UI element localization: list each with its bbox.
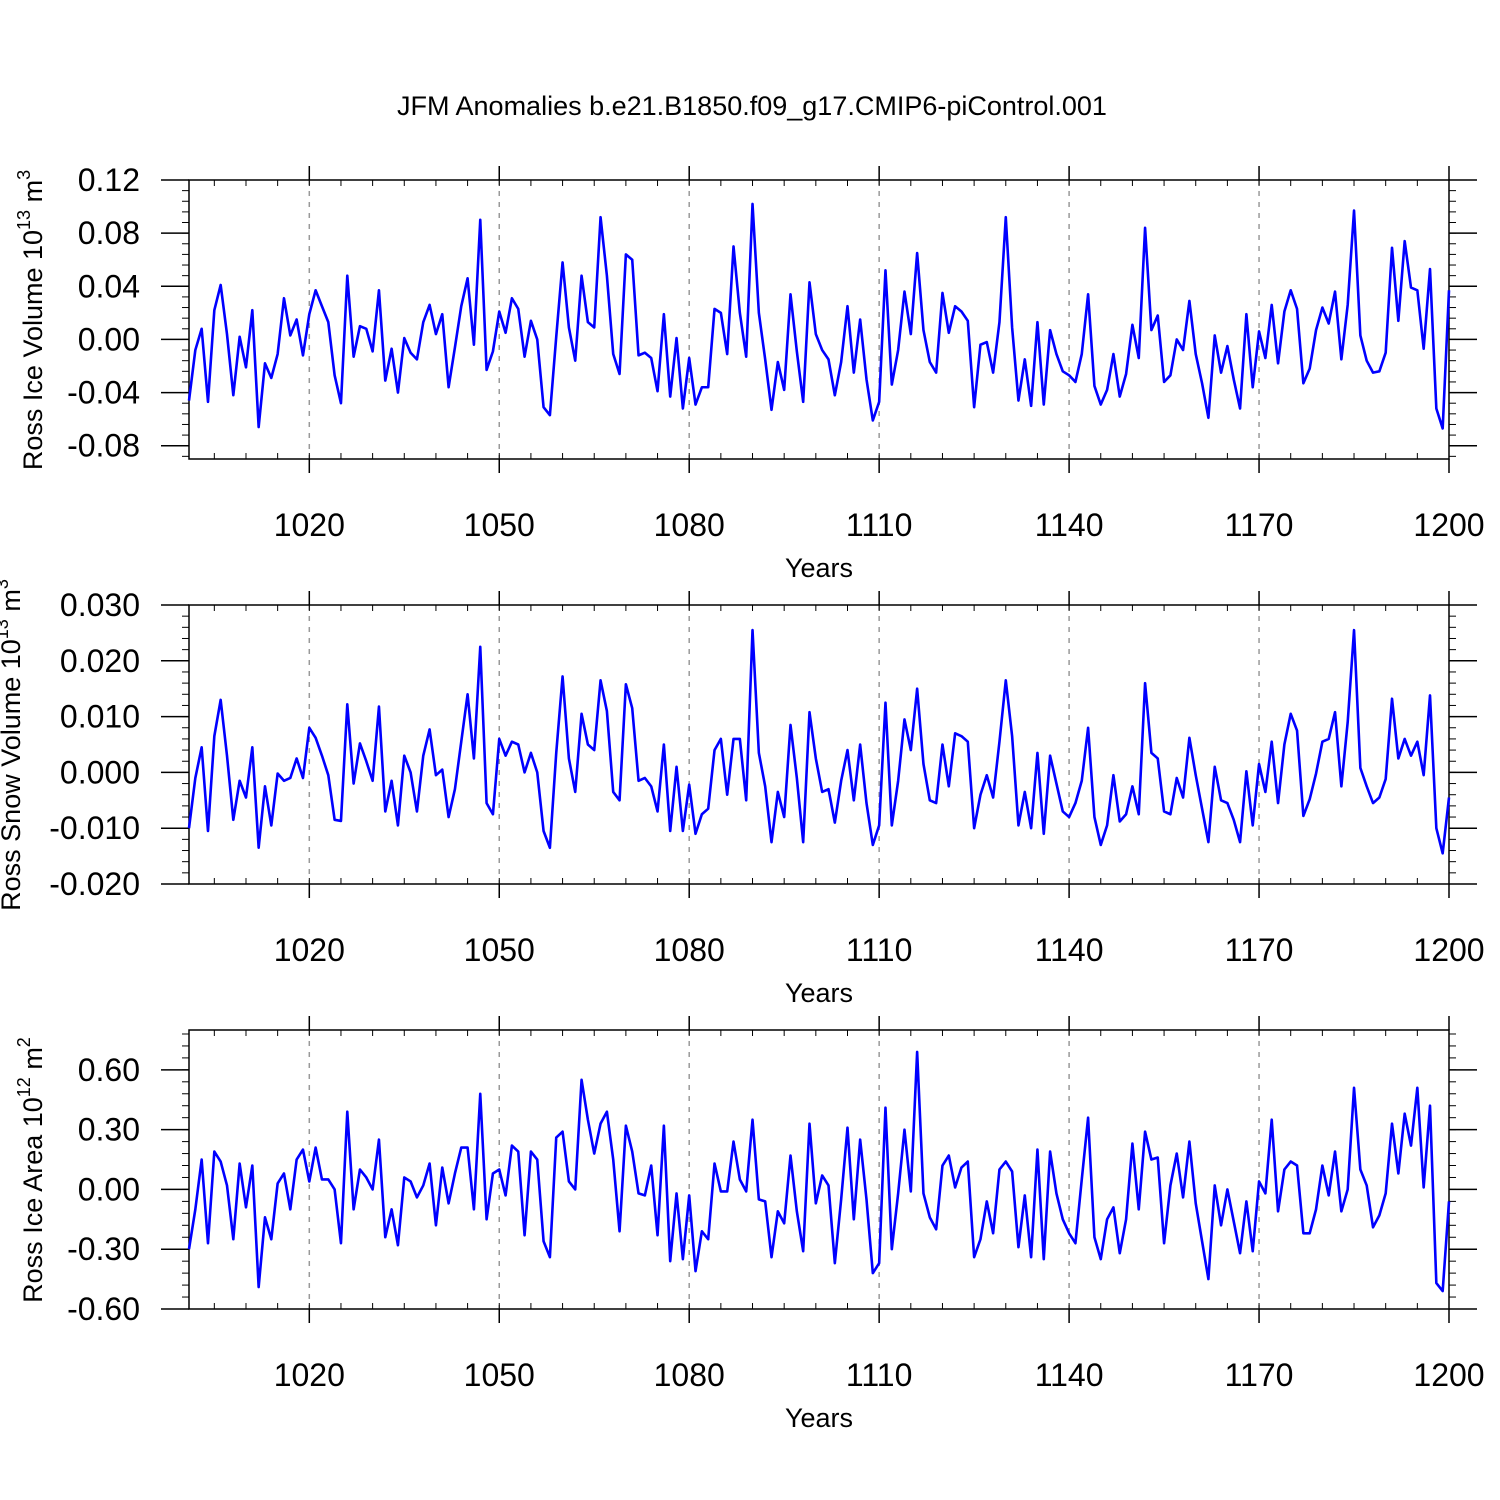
y-tick-label: 0.00 (78, 1171, 140, 1207)
y-tick-label: 0.30 (78, 1112, 140, 1148)
y-axis-label-exponent: 13 (0, 619, 12, 639)
plot-frame (188, 1029, 1450, 1310)
y-axis-label-unit: m (0, 589, 26, 619)
x-tick-label: 1200 (1413, 507, 1484, 543)
y-axis-label: Ross Ice Area 1012 m2 (14, 1037, 48, 1303)
panel-ross-snow-volume: 1020 1050 1080 1110 1140 1170 1200 0.030 0.020 0.… (0, 579, 1485, 1008)
x-tick-label: 1080 (654, 1357, 725, 1393)
x-axis-label: Years (785, 1403, 853, 1433)
x-tick-label: 1140 (1035, 507, 1104, 543)
plot-frame (188, 179, 1450, 460)
y-tick-label: -0.020 (49, 866, 140, 902)
x-tick-label: 1080 (654, 932, 725, 968)
y-tick-label: 0.12 (78, 162, 140, 198)
y-tick-label: 0.020 (60, 643, 140, 679)
x-tick-label: 1170 (1225, 932, 1294, 968)
y-axis-label-text: Ross Ice Volume 10 (18, 230, 48, 470)
y-axis-label: Ross Ice Volume 1013 m3 (14, 170, 48, 470)
y-tick-label: 0.010 (60, 699, 140, 735)
y-tick-label: 0.030 (60, 587, 140, 623)
y-axis-label-unit: m (18, 1047, 48, 1077)
y-axis-label-unit: m (18, 180, 48, 210)
x-tick-label: 1140 (1035, 932, 1104, 968)
y-tick-label: 0.00 (78, 321, 140, 357)
panel-ross-ice-volume: 1020 1050 1080 1110 1140 1170 1200 0.12 0.08 0.04… (14, 162, 1485, 583)
y-tick-label: -0.60 (67, 1291, 140, 1327)
x-tick-label: 1140 (1035, 1357, 1104, 1393)
y-axis-label-text: Ross Ice Area 10 (18, 1097, 48, 1303)
panel-ross-ice-area: 1020 1050 1080 1110 1140 1170 1200 0.60 0.30 0.00… (14, 1016, 1485, 1433)
x-tick-label: 1200 (1413, 1357, 1484, 1393)
x-tick-label: 1050 (464, 1357, 535, 1393)
x-axis-label: Years (785, 978, 853, 1008)
plot-frame (188, 604, 1450, 885)
x-tick-label: 1080 (654, 507, 725, 543)
y-axis-label-unit-exponent: 2 (14, 1037, 34, 1047)
y-axis-label-exponent: 12 (14, 1077, 34, 1097)
x-axis-label: Years (785, 553, 853, 583)
x-tick-label: 1050 (464, 507, 535, 543)
x-tick-label: 1200 (1413, 932, 1484, 968)
y-axis-label-unit-exponent: 3 (0, 579, 12, 589)
x-tick-label: 1020 (274, 1357, 345, 1393)
x-tick-label: 1170 (1225, 1357, 1294, 1393)
series-line (187, 628, 1451, 855)
x-tick-label: 1020 (274, 932, 345, 968)
y-tick-label: -0.30 (67, 1231, 140, 1267)
y-tick-label: 0.000 (60, 754, 140, 790)
y-tick-label: 0.04 (78, 268, 140, 304)
y-tick-label: -0.04 (67, 375, 140, 411)
x-tick-label: 1050 (464, 932, 535, 968)
x-tick-label: 1110 (846, 1357, 912, 1393)
x-tick-label: 1020 (274, 507, 345, 543)
series-line (187, 1050, 1451, 1293)
series-line (187, 202, 1451, 430)
y-axis-label-text: Ross Snow Volume 10 (0, 639, 26, 911)
y-axis-label: Ross Snow Volume 1013 m3 (0, 579, 26, 911)
y-tick-label: -0.010 (49, 810, 140, 846)
y-tick-label: 0.60 (78, 1052, 140, 1088)
y-axis-label-unit-exponent: 3 (14, 170, 34, 180)
chart-title: JFM Anomalies b.e21.B1850.f09_g17.CMIP6-… (397, 91, 1107, 121)
y-tick-label: 0.08 (78, 215, 140, 251)
y-tick-label: -0.08 (67, 428, 140, 464)
x-tick-label: 1170 (1225, 507, 1294, 543)
x-tick-label: 1110 (846, 932, 912, 968)
y-axis-label-exponent: 13 (14, 210, 34, 230)
x-tick-label: 1110 (846, 507, 912, 543)
